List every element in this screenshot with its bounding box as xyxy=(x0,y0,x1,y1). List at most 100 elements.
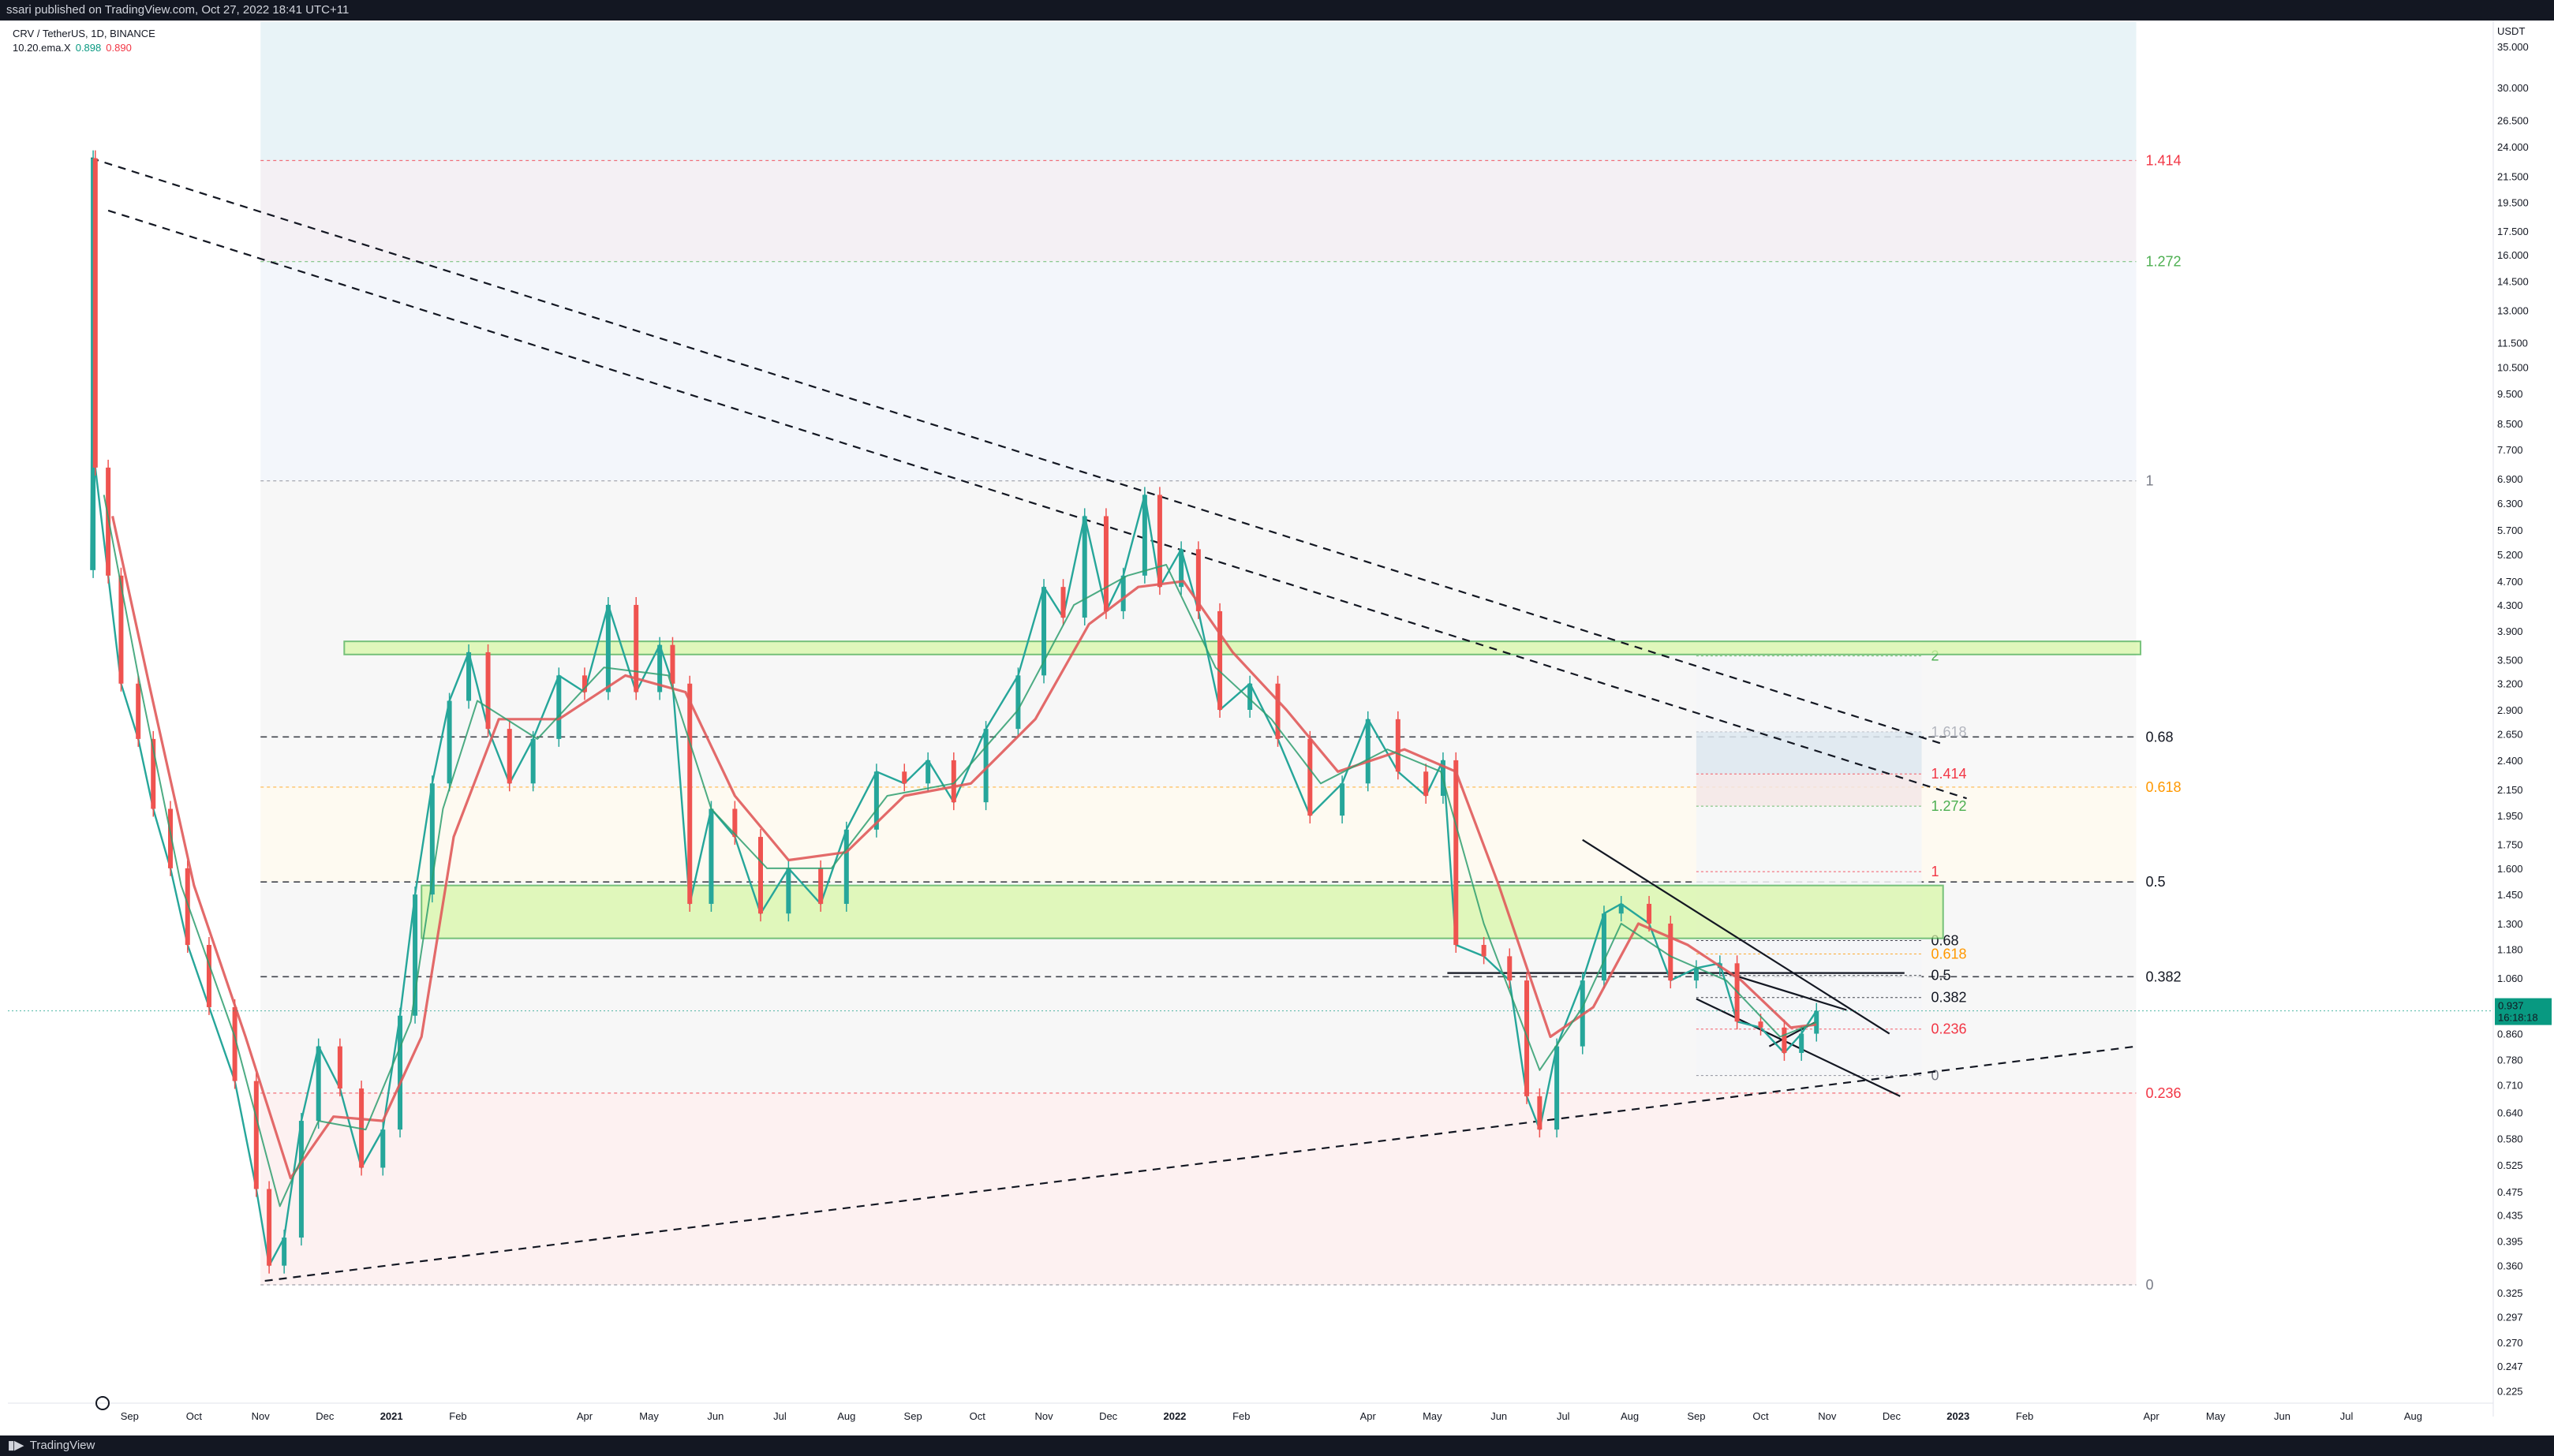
candle-body xyxy=(1693,968,1699,981)
candle-body xyxy=(337,1046,342,1089)
candle-body xyxy=(118,575,124,684)
candle-body xyxy=(1782,1027,1787,1053)
candle-body xyxy=(1507,956,1513,981)
price-tick-label: 1.600 xyxy=(2497,863,2523,875)
ema-fast-value: 0.898 xyxy=(75,42,102,54)
price-zones[interactable] xyxy=(343,640,2141,939)
time-tick-label: May xyxy=(1423,1410,1442,1422)
candle-body xyxy=(485,651,491,730)
price-tick-label: 0.325 xyxy=(2497,1287,2523,1299)
axis-currency: USDT xyxy=(2497,25,2525,37)
candle-body xyxy=(818,868,824,904)
symbol-title: CRV / TetherUS, 1D, BINANCE xyxy=(13,28,155,39)
candle-body xyxy=(758,837,763,914)
candle-body xyxy=(530,738,536,784)
price-tick-label: 1.180 xyxy=(2497,944,2523,956)
time-tick-label: Sep xyxy=(904,1410,922,1422)
fib-minor-label-0.382: 0.382 xyxy=(1931,990,1967,1006)
time-tick-label: Nov xyxy=(1034,1410,1053,1422)
footer-brand: TradingView xyxy=(29,1439,95,1452)
candle-body xyxy=(1217,610,1223,710)
price-axis[interactable]: 35.000 30.000 26.500 24.000 21.500 19.500 17.5… xyxy=(2497,41,2529,1398)
candle-body xyxy=(206,945,211,1007)
fib-minor-label-0.618: 0.618 xyxy=(1931,946,1967,961)
price-tick-label: 6.900 xyxy=(2497,473,2523,485)
time-tick-label: May xyxy=(2206,1410,2226,1422)
fib-minor-label-0: 0 xyxy=(1931,1068,1939,1084)
price-tick-label: 0.475 xyxy=(2497,1186,2523,1198)
time-axis[interactable]: Sep Oct Nov Dec 2021 Feb Apr May Jun Jul Aug Sep Oct… xyxy=(121,1410,2422,1422)
candle-body xyxy=(1618,903,1624,914)
time-tick-label: Jul xyxy=(1557,1410,1570,1422)
price-tick-label: 0.297 xyxy=(2497,1312,2523,1323)
price-tick-label: 0.580 xyxy=(2497,1133,2523,1145)
candle-body xyxy=(732,808,738,838)
fib-minor-label-1.618: 1.618 xyxy=(1931,724,1967,740)
price-tick-label: 10.500 xyxy=(2497,361,2529,373)
fib-major-band-1.272 xyxy=(260,261,2137,481)
price-tick-label: 0.360 xyxy=(2497,1260,2523,1272)
candle-body xyxy=(429,783,435,895)
price-tick-label: 1.300 xyxy=(2497,918,2523,930)
candle-body xyxy=(507,729,512,784)
candle-body xyxy=(1668,923,1673,981)
candle-body xyxy=(106,467,111,576)
time-tick-label: 2022 xyxy=(1163,1410,1186,1422)
time-tick-label: Oct xyxy=(970,1410,986,1422)
price-tick-label: 0.525 xyxy=(2497,1159,2523,1171)
time-tick-label: Jun xyxy=(707,1410,724,1422)
candle-body xyxy=(282,1238,287,1266)
publisher-bar: ssari published on TradingView.com, Oct … xyxy=(0,0,2554,21)
price-tick-label: 1.060 xyxy=(2497,973,2523,984)
candle-body xyxy=(447,700,452,784)
price-tick-label: 19.500 xyxy=(2497,196,2529,208)
candle-body xyxy=(1647,903,1652,924)
candle-body xyxy=(232,1006,237,1081)
time-tick-label: Jun xyxy=(1490,1410,1507,1422)
candle-body xyxy=(1601,913,1606,981)
candle-body xyxy=(298,1121,304,1238)
time-tick-label: 2021 xyxy=(380,1410,403,1422)
lower-uptrend xyxy=(264,1045,2137,1282)
candle-body xyxy=(556,675,562,739)
flag-upper xyxy=(1726,972,1847,1011)
time-tick-label: Oct xyxy=(1752,1410,1769,1422)
candle-body xyxy=(398,1015,403,1130)
candle-body xyxy=(151,738,156,809)
time-tick-label: Oct xyxy=(186,1410,203,1422)
price-tick-label: 1.750 xyxy=(2497,839,2523,851)
time-tick-label: Apr xyxy=(577,1410,593,1422)
time-tick-label: Feb xyxy=(2016,1410,2033,1422)
price-tick-label: 17.500 xyxy=(2497,226,2529,237)
price-tick-label: 3.900 xyxy=(2497,625,2523,637)
candle-body xyxy=(1142,495,1147,576)
price-tick-label: 3.500 xyxy=(2497,654,2523,666)
time-tick-label: Sep xyxy=(1687,1410,1705,1422)
fib-major-bottom-band xyxy=(260,1092,2137,1285)
trendlines[interactable] xyxy=(91,157,2137,1282)
price-tick-label: 4.300 xyxy=(2497,599,2523,611)
candle-body xyxy=(843,829,849,904)
price-tick-label: 8.500 xyxy=(2497,418,2523,430)
candle-body xyxy=(873,771,879,830)
candle-body xyxy=(413,894,418,1016)
ema-slow-line xyxy=(111,516,1817,1180)
candle-body xyxy=(1554,1046,1560,1130)
price-tick-label: 0.225 xyxy=(2497,1385,2523,1397)
candle-body xyxy=(1082,516,1087,618)
price-tick-label: 0.780 xyxy=(2497,1055,2523,1066)
indicator-name: 10.20.ema.X xyxy=(13,42,71,54)
price-tick-label: 2.400 xyxy=(2497,755,2523,767)
candle-body xyxy=(1103,516,1109,611)
candle-body xyxy=(657,644,663,693)
time-tick-label: Jun xyxy=(2274,1410,2290,1422)
candle-body xyxy=(709,808,714,904)
fib-minor-label-1.414: 1.414 xyxy=(1931,766,1967,782)
price-chart[interactable]: 1.414 1.272 1 0.68 0.618 0.5 0.382 0.236 0 2 1.61… xyxy=(0,21,2554,1435)
price-tick-label: 6.300 xyxy=(2497,498,2523,510)
fib-minor-band-0.618 xyxy=(1696,954,1922,976)
price-tick-label: 21.500 xyxy=(2497,170,2529,182)
price-tick-label: 13.000 xyxy=(2497,304,2529,316)
time-tick-label: Apr xyxy=(2143,1410,2159,1422)
fib-minor-band-0.5 xyxy=(1696,975,1922,998)
